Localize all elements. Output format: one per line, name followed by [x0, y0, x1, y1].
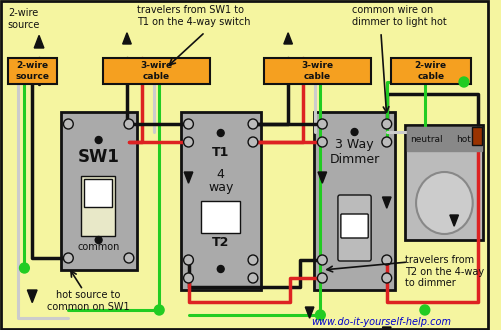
Circle shape: [317, 255, 327, 265]
Polygon shape: [382, 327, 390, 330]
Circle shape: [183, 273, 193, 283]
Text: hot: hot: [455, 135, 470, 144]
FancyBboxPatch shape: [201, 201, 240, 233]
Circle shape: [183, 137, 193, 147]
Text: 3 Way
Dimmer: 3 Way Dimmer: [329, 138, 379, 166]
FancyBboxPatch shape: [471, 127, 480, 145]
Circle shape: [183, 255, 193, 265]
Circle shape: [247, 119, 258, 129]
Polygon shape: [283, 33, 292, 44]
Text: 4: 4: [216, 168, 224, 181]
Circle shape: [217, 266, 224, 273]
Text: 3-wire
cable: 3-wire cable: [301, 61, 333, 81]
Circle shape: [381, 119, 391, 129]
FancyBboxPatch shape: [263, 58, 370, 84]
Circle shape: [20, 263, 29, 273]
Polygon shape: [305, 307, 313, 318]
Text: www.do-it-yourself-help.com: www.do-it-yourself-help.com: [310, 317, 450, 327]
FancyBboxPatch shape: [337, 195, 370, 261]
FancyBboxPatch shape: [340, 214, 367, 238]
Text: neutral: neutral: [410, 135, 442, 144]
Circle shape: [317, 119, 327, 129]
Polygon shape: [34, 35, 44, 48]
Circle shape: [247, 273, 258, 283]
Text: common: common: [77, 242, 120, 252]
Text: T2: T2: [211, 236, 229, 248]
Circle shape: [350, 128, 357, 136]
Text: 2-wire
cable: 2-wire cable: [414, 61, 446, 81]
Circle shape: [315, 310, 325, 320]
FancyBboxPatch shape: [61, 112, 136, 270]
FancyBboxPatch shape: [406, 127, 480, 151]
Ellipse shape: [415, 172, 472, 234]
Circle shape: [381, 137, 391, 147]
FancyBboxPatch shape: [404, 125, 482, 240]
Text: common wire on
dimmer to light hot: common wire on dimmer to light hot: [351, 5, 445, 27]
Circle shape: [95, 137, 102, 144]
Circle shape: [247, 137, 258, 147]
Circle shape: [381, 273, 391, 283]
Circle shape: [183, 119, 193, 129]
Text: 3-wire
cable: 3-wire cable: [140, 61, 172, 81]
FancyBboxPatch shape: [180, 112, 260, 290]
Text: hot source to
common on SW1: hot source to common on SW1: [47, 290, 129, 312]
FancyBboxPatch shape: [8, 58, 57, 84]
FancyBboxPatch shape: [1, 1, 487, 329]
Text: travelers from SW1 to
T1 on the 4-way switch: travelers from SW1 to T1 on the 4-way sw…: [136, 5, 249, 27]
Circle shape: [217, 129, 224, 137]
FancyBboxPatch shape: [102, 58, 209, 84]
Text: travelers from
T2 on the 4-way
to dimmer: travelers from T2 on the 4-way to dimmer: [404, 255, 483, 288]
Circle shape: [95, 237, 102, 244]
Polygon shape: [382, 197, 390, 208]
Circle shape: [381, 255, 391, 265]
Text: way: way: [207, 182, 233, 194]
Text: 2-wire
source: 2-wire source: [15, 61, 49, 81]
FancyBboxPatch shape: [81, 176, 115, 236]
Circle shape: [317, 273, 327, 283]
Circle shape: [63, 119, 73, 129]
Polygon shape: [317, 172, 326, 183]
Circle shape: [124, 119, 134, 129]
Polygon shape: [28, 290, 37, 303]
Circle shape: [247, 255, 258, 265]
Text: SW1: SW1: [78, 148, 119, 166]
Circle shape: [419, 305, 429, 315]
Polygon shape: [449, 215, 457, 226]
Circle shape: [63, 253, 73, 263]
FancyBboxPatch shape: [314, 112, 394, 290]
Circle shape: [317, 137, 327, 147]
Polygon shape: [122, 33, 131, 44]
Polygon shape: [184, 172, 192, 183]
FancyBboxPatch shape: [390, 58, 470, 84]
Text: T1: T1: [211, 146, 229, 158]
Circle shape: [124, 253, 134, 263]
FancyBboxPatch shape: [84, 179, 112, 207]
Circle shape: [458, 77, 468, 87]
Circle shape: [154, 305, 164, 315]
Text: 2-wire
source: 2-wire source: [8, 8, 40, 30]
